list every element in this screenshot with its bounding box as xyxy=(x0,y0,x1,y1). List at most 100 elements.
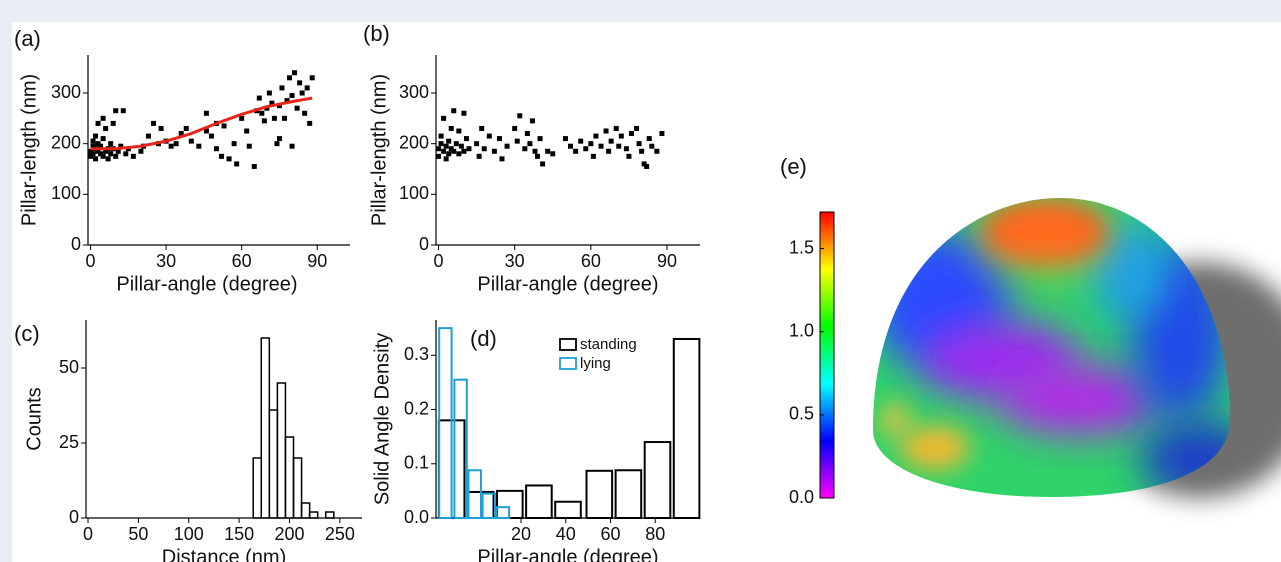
data-point xyxy=(203,110,209,116)
data-point xyxy=(456,151,462,157)
data-point xyxy=(90,138,96,144)
data-point xyxy=(583,146,589,152)
data-point xyxy=(458,143,464,149)
data-point xyxy=(304,85,310,91)
data-point xyxy=(279,85,285,91)
y-tick-label: 300 xyxy=(51,82,81,102)
data-point xyxy=(532,148,538,154)
data-point xyxy=(284,98,290,104)
data-point xyxy=(234,161,240,167)
data-point xyxy=(297,80,303,86)
data-point xyxy=(537,136,543,142)
data-point xyxy=(196,143,202,149)
data-point xyxy=(108,141,114,147)
data-point xyxy=(294,105,300,111)
data-point xyxy=(266,90,272,96)
data-point xyxy=(441,115,447,121)
y-tick-label: 100 xyxy=(51,183,81,203)
data-point xyxy=(226,156,232,162)
data-point xyxy=(446,138,452,144)
fit-line xyxy=(90,96,313,151)
data-point xyxy=(512,125,518,131)
colorbar-tick-label: 1.0 xyxy=(789,320,814,340)
data-point xyxy=(307,120,313,126)
data-point xyxy=(441,148,447,154)
data-point xyxy=(522,146,528,152)
data-point xyxy=(486,133,492,139)
data-point xyxy=(168,143,174,149)
data-point xyxy=(618,133,624,139)
colorbar-tick-label: 1.5 xyxy=(789,237,814,257)
data-point xyxy=(451,108,457,114)
data-point xyxy=(588,141,594,147)
data-point xyxy=(578,138,584,144)
histogram-bar xyxy=(292,457,303,519)
data-point xyxy=(123,151,129,157)
data-point xyxy=(646,136,652,142)
y-tick-label: 50 xyxy=(59,357,79,377)
y-tick-label: 0 xyxy=(71,234,81,254)
x-tick-label: 80 xyxy=(645,524,665,544)
data-point xyxy=(269,100,275,106)
bar xyxy=(554,500,582,519)
legend-label: standing xyxy=(580,336,637,353)
data-point xyxy=(654,148,660,154)
x-tick-label: 200 xyxy=(274,524,304,544)
panel-label: (c) xyxy=(14,321,40,346)
data-point xyxy=(100,115,106,121)
data-point xyxy=(208,133,214,139)
panel-label: (a) xyxy=(14,26,41,51)
data-point xyxy=(105,156,111,162)
bar xyxy=(672,337,701,519)
bar xyxy=(614,469,643,519)
hemisphere xyxy=(873,198,1281,498)
data-point xyxy=(98,143,104,149)
data-point xyxy=(491,148,497,154)
bar xyxy=(643,441,672,520)
x-axis-label: Pillar-angle (degree) xyxy=(477,546,658,562)
x-tick-label: 60 xyxy=(600,524,620,544)
data-point xyxy=(90,151,96,157)
data-point xyxy=(138,148,144,154)
data-point xyxy=(115,148,121,154)
data-point xyxy=(292,70,298,76)
data-point xyxy=(448,125,454,131)
x-tick-label: 0 xyxy=(83,524,93,544)
data-point xyxy=(271,115,277,121)
data-point xyxy=(568,143,574,149)
data-point xyxy=(499,156,505,162)
colorbar-tick-label: 0.5 xyxy=(789,404,814,424)
data-point xyxy=(626,153,632,159)
x-axis-label: Pillar-angle (degree) xyxy=(477,273,658,295)
data-point xyxy=(540,161,546,167)
data-point xyxy=(113,153,119,159)
data-point xyxy=(476,153,482,159)
data-point xyxy=(118,143,124,149)
data-point xyxy=(448,146,454,152)
data-point xyxy=(436,153,442,159)
y-axis-label: Counts xyxy=(23,387,45,450)
data-point xyxy=(276,136,282,142)
y-tick-label: 0 xyxy=(69,507,79,527)
data-point xyxy=(287,75,293,81)
x-tick-label: 40 xyxy=(556,524,576,544)
colorbar xyxy=(819,211,835,499)
y-tick-label: 0.0 xyxy=(404,507,429,527)
data-point xyxy=(231,141,237,147)
data-point xyxy=(93,133,99,139)
data-point xyxy=(203,128,209,134)
data-point xyxy=(158,125,164,131)
data-point xyxy=(173,141,179,147)
data-point xyxy=(613,125,619,131)
data-point xyxy=(438,141,444,147)
x-tick-label: 0 xyxy=(434,251,444,271)
x-tick-label: 90 xyxy=(657,251,677,271)
bar xyxy=(495,506,511,520)
data-point xyxy=(562,136,568,142)
data-point xyxy=(302,110,308,116)
data-point xyxy=(244,128,250,134)
data-point xyxy=(98,151,104,157)
data-point xyxy=(598,143,604,149)
